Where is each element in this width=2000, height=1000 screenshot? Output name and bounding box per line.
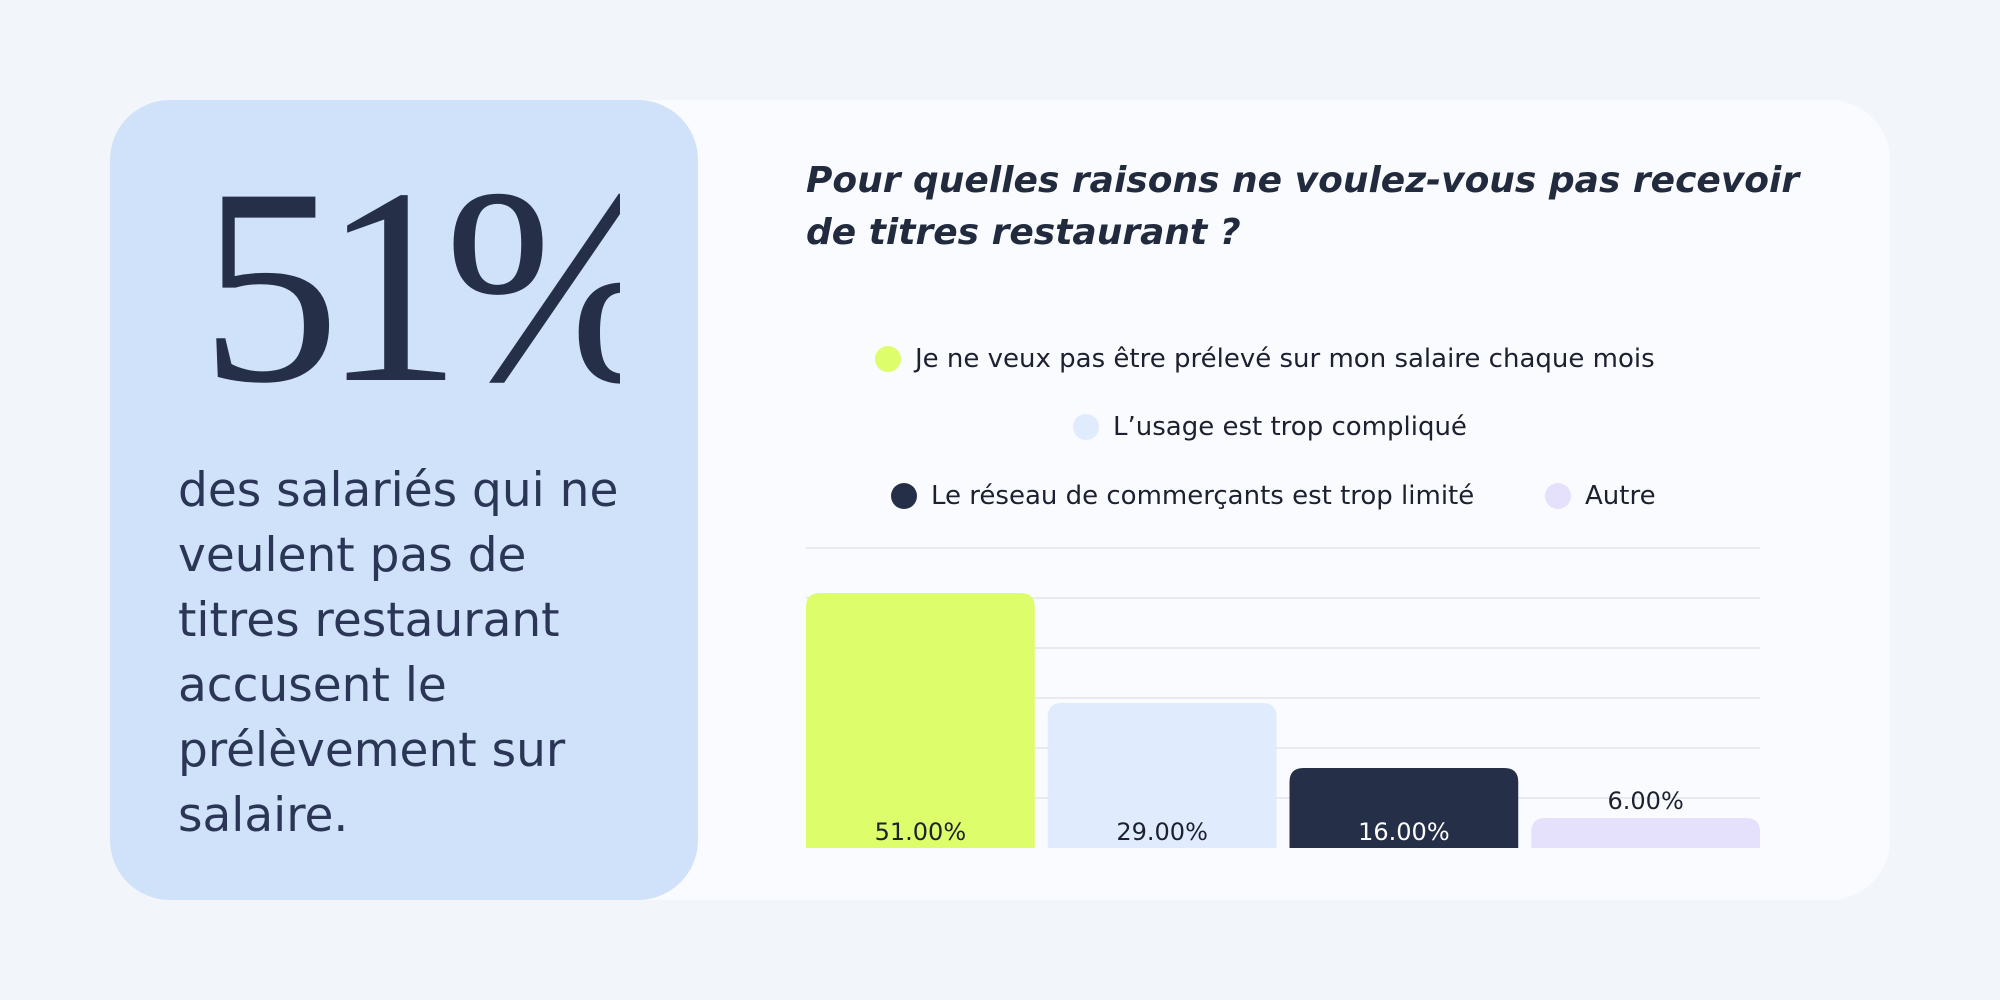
- chart-title: Pour quelles raisons ne voulez-vous pas …: [806, 160, 1800, 253]
- stat-panel: [110, 100, 698, 900]
- bar: [1531, 818, 1760, 848]
- legend-item-other: Autre: [1545, 481, 1656, 511]
- legend-item-salary: Je ne veux pas être prélevé sur mon sala…: [875, 344, 1655, 374]
- legend-dot-icon: [1073, 414, 1099, 440]
- bar-value-label: 51.00%: [875, 818, 967, 846]
- big-stat-value: 51%: [200, 130, 620, 428]
- legend-dot-icon: [875, 346, 901, 372]
- legend-label: L’usage est trop compliqué: [1113, 412, 1467, 442]
- bar: [1047, 703, 1277, 848]
- legend-label: Je ne veux pas être prélevé sur mon sala…: [915, 344, 1655, 374]
- legend-dot-icon: [891, 483, 917, 509]
- bar: [806, 593, 1035, 848]
- legend-item-network: Le réseau de commerçants est trop limité: [891, 481, 1474, 511]
- legend-label: Autre: [1585, 481, 1656, 511]
- bar-value-label: 6.00%: [1608, 787, 1684, 815]
- bar: [1289, 768, 1519, 848]
- legend-item-usage: L’usage est trop compliqué: [1073, 412, 1467, 442]
- svg-text:51%: 51%: [200, 130, 620, 428]
- stat-description: des salariés qui ne veulent pas de titre…: [178, 463, 619, 843]
- bar-value-label: 29.00%: [1116, 818, 1208, 846]
- legend-label: Le réseau de commerçants est trop limité: [931, 481, 1475, 511]
- bar-value-label: 16.00%: [1358, 818, 1450, 846]
- legend-dot-icon: [1545, 483, 1571, 509]
